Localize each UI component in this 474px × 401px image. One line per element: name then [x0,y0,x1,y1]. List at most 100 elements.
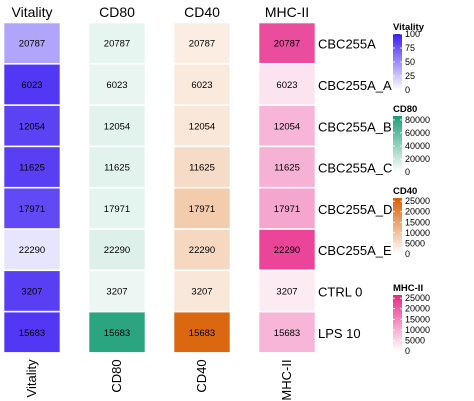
cell-label-cd40-ctrl-0: 3207 [191,286,212,297]
heatmap-cell-cd40-cbc255a [173,22,231,64]
heatmap-cell-cd80-cbc255a-d [88,187,146,229]
heatmap-cell-cd80-cbc255a-e [88,229,146,271]
legend-tick-label-mhc-ii: 25000 [405,293,430,303]
heatmap-cell-cd80-cbc255a-c [88,146,146,188]
column-header-mhc-ii: MHC-II [265,4,309,20]
cell-label-vitality-lps-10: 15683 [19,328,45,339]
cell-label-vitality-ctrl-0: 3207 [21,286,42,297]
cell-label-cd80-cbc255a-c: 11625 [104,163,130,174]
legend-title-cd80: CD80 [393,104,417,115]
cell-label-mhc-ii-cbc255a-d: 17971 [274,204,300,215]
heatmap-cell-cd80-cbc255a-a [88,64,146,105]
legend-colorbar-cd40 [393,198,402,254]
x-axis-label-mhc-ii: MHC-II [279,359,294,400]
legend-tick-label-mhc-ii: 20000 [405,304,430,314]
legend-tick-label-mhc-ii: 0 [405,346,410,356]
cell-label-cd40-cbc255a-b: 12054 [189,121,215,132]
legend-colorbar-cd80 [393,116,402,172]
cell-label-vitality-cbc255a-b: 12054 [19,121,45,132]
cell-label-mhc-ii-cbc255a-e: 22290 [274,245,300,256]
cell-label-cd40-lps-10: 15683 [189,328,215,339]
cell-label-cd80-cbc255a-b: 12054 [104,121,130,132]
row-label-cbc255a-a: CBC255A_A [318,78,392,93]
heatmap-cell-cd80-cbc255a-b [88,105,146,147]
legend-title-vitality: Vitality [393,22,425,33]
heatmap-cell-vitality-cbc255a-a [3,64,61,105]
heatmap-cell-cd40-cbc255a-b [173,105,231,147]
x-axis-label-cd40: CD40 [194,359,209,392]
cell-label-cd80-cbc255a-d: 17971 [104,204,130,215]
legend-tick-label-cd40: 15000 [405,217,430,227]
cell-label-vitality-cbc255a: 20787 [19,39,45,50]
cell-label-mhc-ii-cbc255a: 20787 [274,39,300,50]
legend-tick-label-cd40: 25000 [405,196,430,206]
row-label-ctrl-0: CTRL 0 [318,284,362,299]
row-label-cbc255a-b: CBC255A_B [318,119,392,134]
heatmap-cell-mhc-ii-cbc255a-a [258,64,316,105]
cell-label-cd40-cbc255a-c: 11625 [189,163,215,174]
column-header-vitality: Vitality [12,4,53,20]
row-label-cbc255a-c: CBC255A_C [318,161,392,176]
legend-tick-label-cd80: 0 [405,167,410,177]
cell-label-cd40-cbc255a: 20787 [189,39,215,50]
heatmap-cell-vitality-cbc255a [3,22,61,64]
legend-tick-label-cd80: 40000 [405,141,430,151]
legend-tick-label-cd80: 80000 [405,115,430,125]
heatmap-cell-vitality-cbc255a-e [3,229,61,271]
legend-tick-label-cd80: 20000 [405,154,430,164]
legend-tick-label-mhc-ii: 10000 [405,325,430,335]
legend-tick-label-vitality: 100 [405,29,420,39]
legend-tick-label-mhc-ii: 15000 [405,314,430,324]
heatmap-cell-mhc-ii-ctrl-0 [258,270,316,312]
row-label-lps-10: LPS 10 [318,326,361,341]
row-label-cbc255a-e: CBC255A_E [318,243,392,258]
heatmap-cell-cd80-ctrl-0 [88,270,146,312]
legend-title-cd40: CD40 [393,186,417,197]
heatmap-cell-vitality-lps-10 [3,311,61,353]
cell-label-cd80-ctrl-0: 3207 [106,286,127,297]
row-labels: CBC255A CBC255A_A CBC255A_B CBC255A_C CBC255… [318,37,392,341]
cell-label-cd40-cbc255a-d: 17971 [189,204,215,215]
heatmap-cell-cd40-ctrl-0 [173,270,231,312]
legend-tick-label-mhc-ii: 5000 [405,335,425,345]
heatmap-cell-mhc-ii-cbc255a-e [258,229,316,271]
cell-label-cd80-cbc255a: 20787 [104,39,130,50]
cell-label-mhc-ii-cbc255a-b: 12054 [274,121,300,132]
legend-tick-label-cd40: 10000 [405,228,430,238]
color-legends: Vitality 0 25 50 75 100 CD80 0 20000 40000 60000 80… [393,22,430,356]
heatmap-cell-mhc-ii-cbc255a-d [258,187,316,229]
heatmap-cells: 20787 6023 12054 11625 17971 22290 3207 15683 20… [3,22,316,353]
heatmap-cell-mhc-ii-cbc255a-b [258,105,316,147]
legend-tick-label-cd40: 0 [405,249,410,259]
x-axis-label-vitality: Vitality [24,359,39,398]
legend-tick-label-cd40: 5000 [405,238,425,248]
legend-tick-label-vitality: 25 [405,71,415,81]
cell-label-vitality-cbc255a-c: 11625 [19,163,45,174]
legend-colorbar-vitality [393,34,402,90]
column-header-cd80: CD80 [99,4,135,20]
heatmap-cell-cd80-lps-10 [88,311,146,353]
cell-label-cd80-cbc255a-e: 22290 [104,245,130,256]
heatmap-cell-vitality-cbc255a-d [3,187,61,229]
cell-label-cd40-cbc255a-a: 6023 [191,80,212,91]
column-header-cd40: CD40 [184,4,220,20]
heatmap-cell-cd40-lps-10 [173,311,231,353]
legend-tick-label-vitality: 0 [405,85,410,95]
cell-label-mhc-ii-cbc255a-c: 11625 [274,163,300,174]
cell-label-vitality-cbc255a-d: 17971 [19,204,45,215]
column-headers: Vitality CD80 CD40 MHC-II [12,4,310,20]
row-label-cbc255a: CBC255A [318,37,376,52]
row-label-cbc255a-d: CBC255A_D [318,202,392,217]
heatmap-cell-cd40-cbc255a-d [173,187,231,229]
cell-label-cd80-lps-10: 15683 [104,328,130,339]
heatmap-cell-vitality-cbc255a-c [3,146,61,188]
cell-label-mhc-ii-cbc255a-a: 6023 [276,80,297,91]
heatmap-cell-cd40-cbc255a-a [173,64,231,105]
x-axis-labels: Vitality CD80 CD40 MHC-II [24,359,294,401]
heatmap-cell-mhc-ii-cbc255a-c [258,146,316,188]
heatmap-cell-mhc-ii-cbc255a [258,22,316,64]
heatmap-cell-mhc-ii-lps-10 [258,311,316,353]
legend-tick-label-cd80: 60000 [405,128,430,138]
cell-label-cd80-cbc255a-a: 6023 [106,80,127,91]
